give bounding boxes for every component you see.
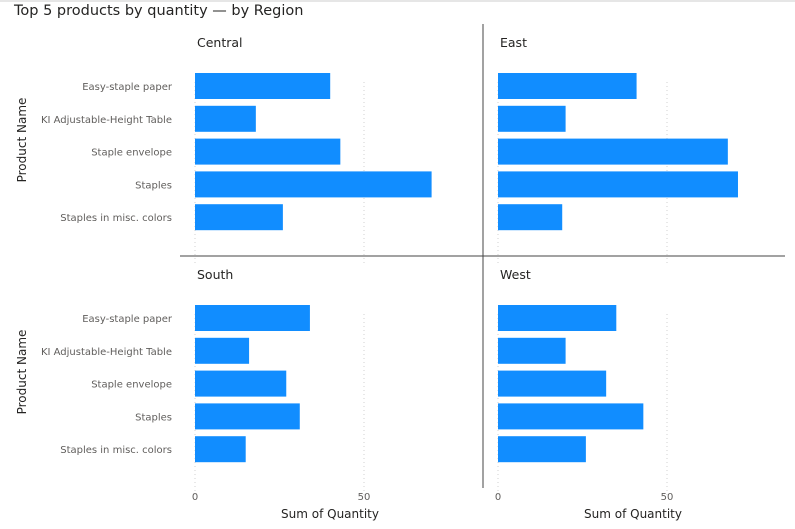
- bar[interactable]: [498, 171, 738, 198]
- bar[interactable]: [195, 171, 432, 198]
- bar[interactable]: [195, 370, 287, 397]
- chart-axes: Product Name Product Name 0 50 Sum of Quanti…: [15, 98, 682, 521]
- category-label: Easy-staple paper: [82, 314, 173, 325]
- panel-east: East: [497, 35, 738, 266]
- bar[interactable]: [195, 403, 300, 430]
- x-axis-title: Sum of Quantity: [281, 507, 379, 521]
- category-label: Staples in misc. colors: [60, 445, 172, 456]
- bar[interactable]: [498, 105, 566, 132]
- panel-dividers: [180, 24, 785, 488]
- panel-title: South: [197, 267, 233, 282]
- category-label: Staples in misc. colors: [60, 213, 172, 224]
- x-tick-label: 0: [192, 492, 198, 503]
- bar[interactable]: [195, 337, 250, 364]
- category-label: Easy-staple paper: [82, 82, 173, 93]
- x-tick-label: 50: [661, 492, 674, 503]
- y-axis-title: Product Name: [15, 330, 29, 415]
- y-axis-title: Product Name: [15, 98, 29, 183]
- panel-west: West: [497, 267, 668, 498]
- bar[interactable]: [498, 337, 566, 364]
- category-label: KI Adjustable-Height Table: [41, 347, 172, 358]
- bar[interactable]: [195, 436, 246, 463]
- category-label: Staples: [135, 412, 172, 423]
- x-axis-title: Sum of Quantity: [584, 507, 682, 521]
- x-tick-label: 50: [358, 492, 371, 503]
- category-label: Staple envelope: [91, 148, 172, 159]
- bar[interactable]: [195, 305, 310, 331]
- panel-central: Central Easy-staple paper KI Adjustable-He…: [41, 35, 432, 266]
- bar[interactable]: [498, 204, 563, 231]
- bar[interactable]: [498, 370, 607, 397]
- x-tick-label: 0: [495, 492, 501, 503]
- bar[interactable]: [498, 403, 644, 430]
- panel-south: South Easy-staple paper KI Adjustable-Heig…: [41, 267, 365, 498]
- bar[interactable]: [195, 105, 256, 132]
- bar[interactable]: [195, 138, 341, 165]
- category-label: Staples: [135, 180, 172, 191]
- bar[interactable]: [195, 204, 283, 231]
- panel-title: West: [500, 267, 531, 282]
- panel-title: East: [500, 35, 527, 50]
- panel-title: Central: [197, 35, 243, 50]
- top-rule: [0, 0, 795, 2]
- chart-title: Top 5 products by quantity — by Region: [14, 3, 304, 19]
- bar[interactable]: [195, 73, 331, 99]
- category-label: KI Adjustable-Height Table: [41, 115, 172, 126]
- bar[interactable]: [498, 73, 637, 99]
- bar[interactable]: [498, 305, 617, 331]
- bar[interactable]: [498, 436, 586, 463]
- bar[interactable]: [498, 138, 728, 165]
- category-label: Staple envelope: [91, 380, 172, 391]
- chart-panels: Central Easy-staple paper KI Adjustable-He…: [41, 35, 738, 498]
